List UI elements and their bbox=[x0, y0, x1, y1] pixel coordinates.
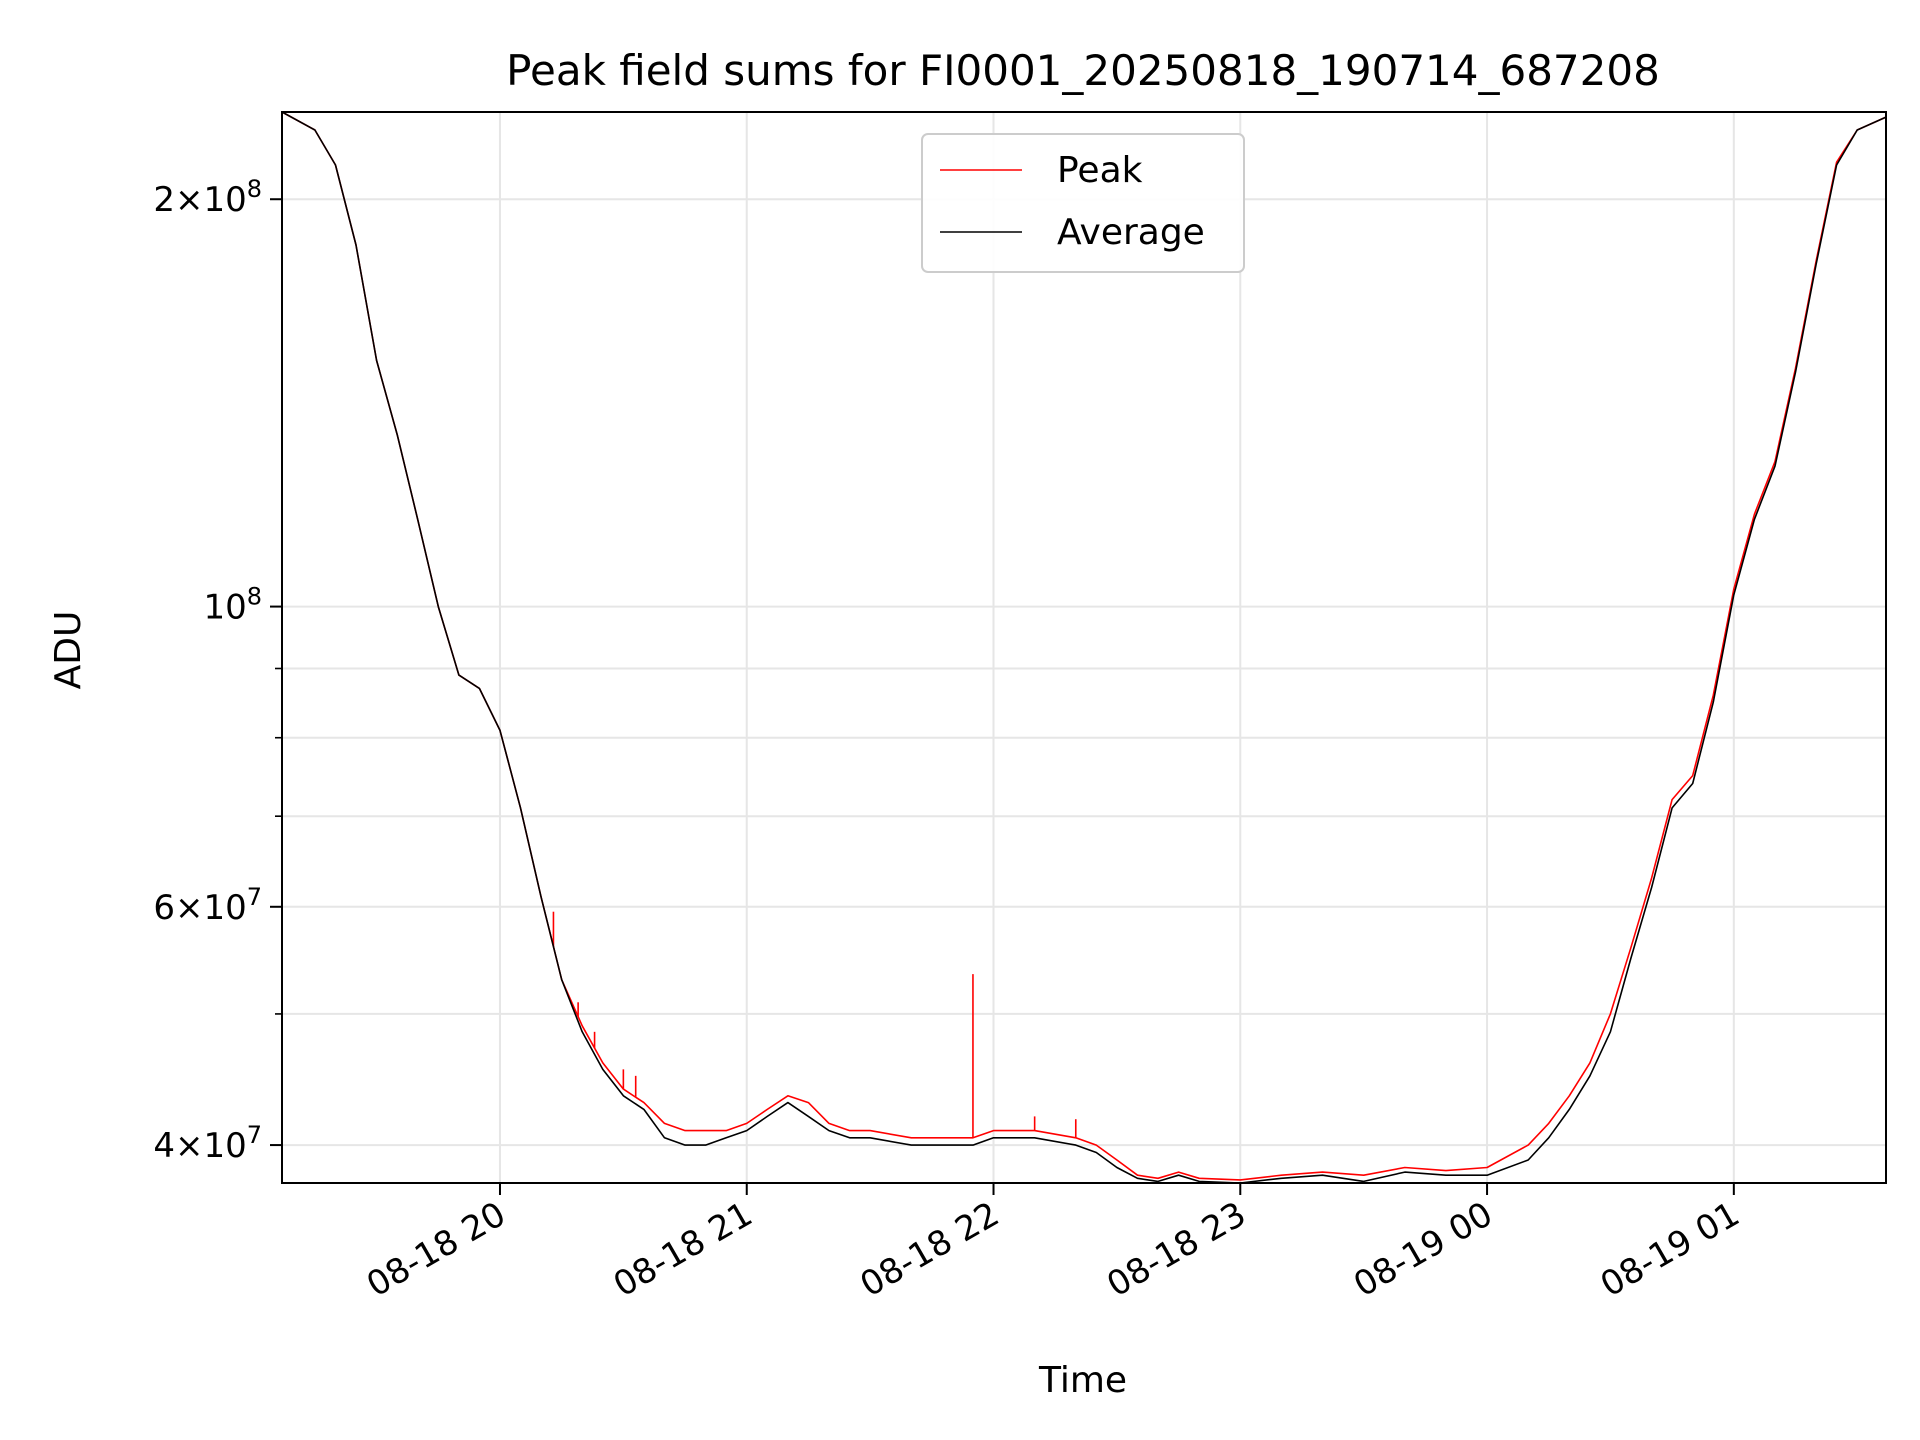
y-tick-exponent: 8 bbox=[247, 175, 262, 203]
series-lines bbox=[281, 111, 1887, 1184]
y-tick-mantissa: 4× bbox=[153, 1126, 203, 1166]
chart-title: Peak field sums for FI0001_20250818_1907… bbox=[506, 46, 1660, 95]
y-tick-base: 10 bbox=[203, 588, 246, 628]
y-tick-exponent: 7 bbox=[247, 883, 262, 911]
legend: Peak Average bbox=[921, 133, 1245, 273]
plot-frame bbox=[281, 111, 1887, 1184]
y-tick-label: 2×108 bbox=[153, 175, 262, 220]
series-line-average bbox=[281, 111, 1887, 1184]
y-axis-label: ADU bbox=[48, 611, 89, 690]
legend-box bbox=[921, 133, 1245, 273]
y-tick-exponent: 8 bbox=[247, 583, 262, 611]
y-tick-label: 4×107 bbox=[153, 1121, 262, 1166]
y-tick-base: 10 bbox=[203, 1126, 246, 1166]
y-tick-mantissa: 6× bbox=[153, 888, 203, 928]
y-tick-base: 10 bbox=[203, 180, 246, 220]
legend-label-peak: Peak bbox=[1057, 150, 1143, 191]
x-axis-label: Time bbox=[1038, 1360, 1127, 1401]
y-tick-label: 108 bbox=[203, 583, 262, 628]
y-tick-mantissa: 2× bbox=[153, 180, 203, 220]
legend-label-average: Average bbox=[1057, 212, 1205, 253]
y-tick-label: 6×107 bbox=[153, 883, 262, 928]
y-tick-exponent: 7 bbox=[247, 1121, 262, 1149]
y-tick-base: 10 bbox=[203, 888, 246, 928]
